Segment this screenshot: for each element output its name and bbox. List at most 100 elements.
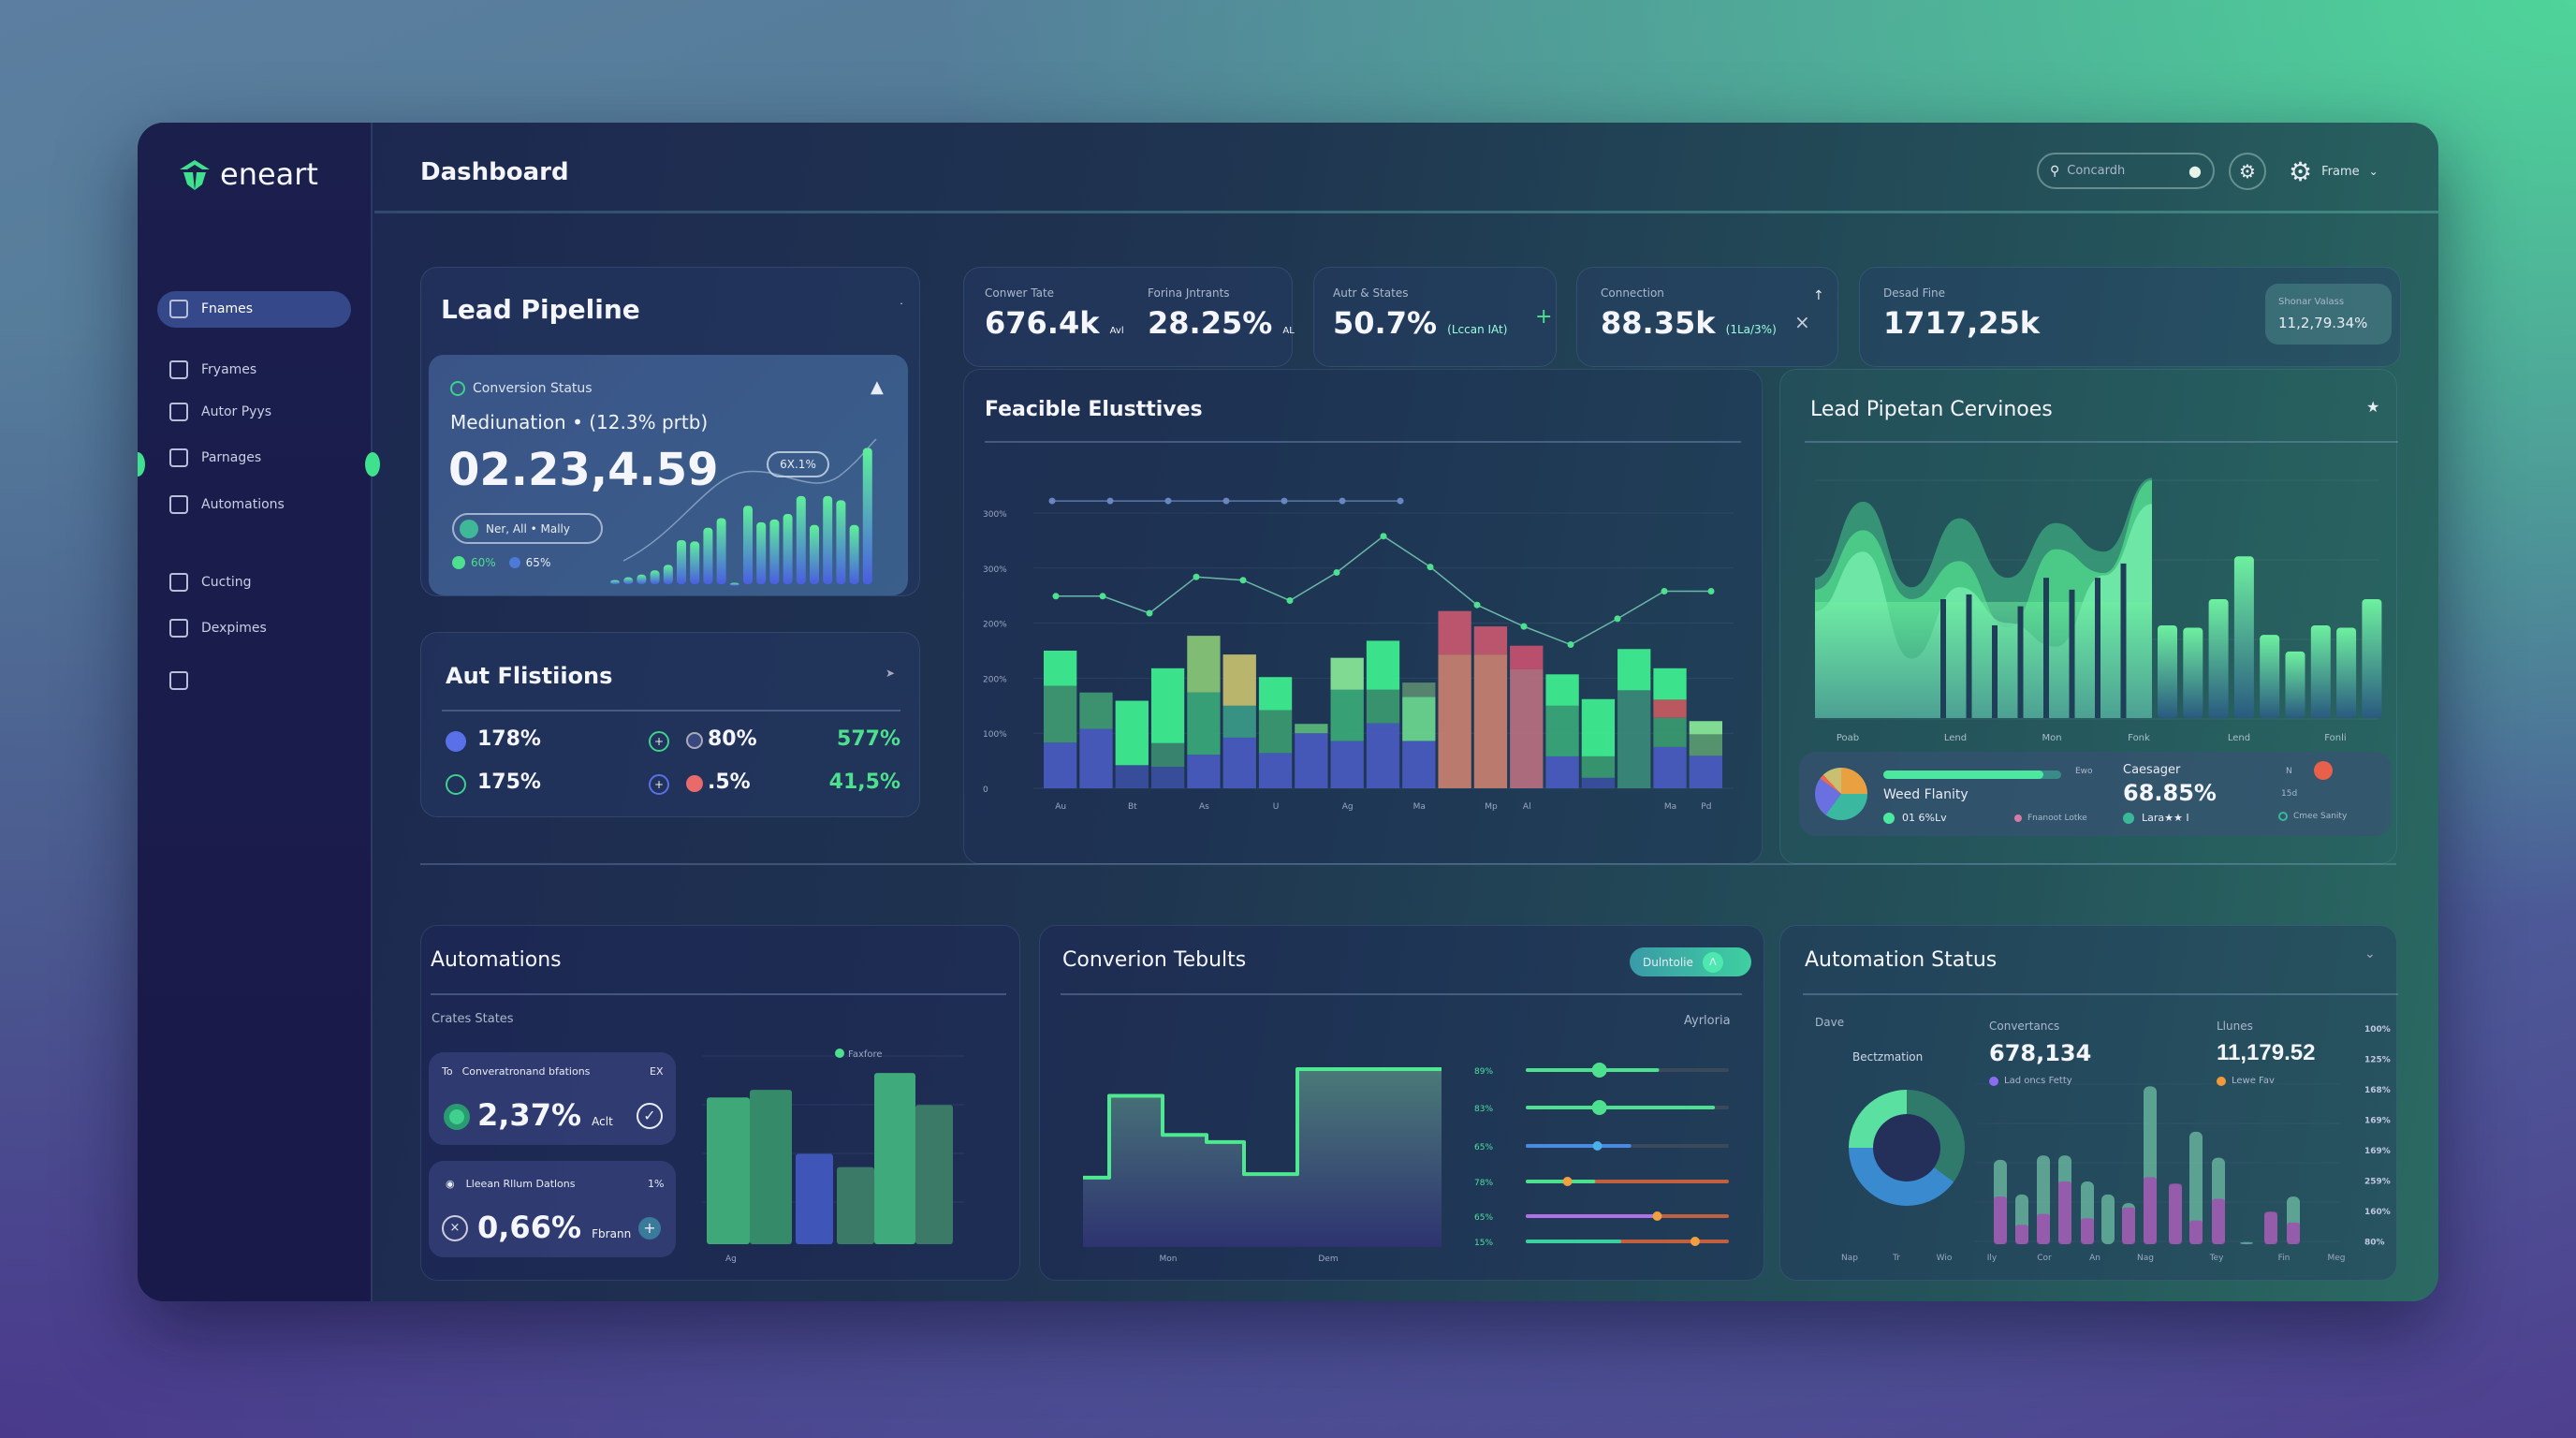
line-point (1427, 564, 1434, 571)
checkmark-button[interactable]: ✓ (637, 1103, 663, 1129)
card-value: 2,37% (477, 1097, 582, 1133)
kpi-label: Conwer Tate (985, 286, 1055, 300)
sidebar-item-parnages[interactable]: Parnages (169, 440, 366, 476)
legend-label: Lara★★ I (2142, 812, 2189, 824)
sidebar-item-dexpimes[interactable]: Dexpimes (169, 610, 366, 646)
chevron-down-icon: ⌄ (2368, 165, 2378, 178)
sidebar-item-fryames[interactable]: Fryames (169, 352, 366, 388)
filter-badge[interactable]: Dulntolie Λ (1630, 947, 1751, 976)
cancel-icon[interactable]: × (442, 1215, 468, 1241)
card-title: Converion Tebults (1062, 948, 1247, 972)
slider-thumb (1690, 1237, 1700, 1246)
trend-line (622, 438, 877, 562)
collapse-handle-left[interactable] (138, 452, 145, 477)
automation-card[interactable]: ◉ Lleean Rllum Datlons 1% × 0,66% Fbrann … (429, 1161, 676, 1257)
mini-bar (610, 580, 620, 584)
sidebar-item-autor-pyys[interactable]: Autor Pyys (169, 394, 366, 430)
sidebar-item-lock[interactable] (169, 663, 366, 698)
kpi-value-text: 88.35k (1601, 305, 1716, 341)
arrow-up-icon[interactable]: ↑ (1813, 288, 1824, 303)
summary-pie (1815, 768, 1867, 820)
x-tick-label: Ily (1987, 1254, 1998, 1263)
kpi-suffix: (1La/3%) (1725, 323, 1777, 336)
status-dot (686, 732, 703, 749)
sidebar-item-automations[interactable]: Automations (169, 487, 366, 522)
expand-icon[interactable]: ➤ (886, 667, 896, 680)
box-icon (169, 448, 188, 467)
bar-segment (1438, 654, 1471, 788)
divider (1061, 993, 1742, 995)
slider-label: 83% (1474, 1105, 1493, 1114)
kpi-value-text: 676.4k (985, 305, 1100, 341)
badge-value: 11,2,79.34% (2278, 315, 2368, 331)
plus-icon[interactable]: + (1535, 305, 1553, 329)
add-button[interactable]: + (638, 1217, 661, 1240)
conversion-status-panel: Conversion Status ▲ Mediunation • (12.3%… (429, 355, 908, 595)
card-title: Automation Status (1805, 948, 1998, 972)
sidebar-item-label: Autor Pyys (201, 404, 272, 419)
mini-bar (836, 500, 846, 584)
collapse-handle-right[interactable] (365, 452, 380, 477)
bar (707, 1097, 750, 1244)
sidebar-item-cucting[interactable]: Cucting (169, 565, 366, 600)
growth-badge: 6X.1% (767, 451, 829, 477)
add-icon[interactable]: + (649, 731, 669, 752)
bar (2183, 627, 2203, 718)
line-point (1239, 577, 1247, 584)
profile-menu[interactable]: ⚙ Frame ⌄ (2289, 153, 2378, 190)
x-tick-label: An (2089, 1254, 2100, 1263)
logo-icon (178, 160, 212, 192)
pin-icon[interactable]: ▲ (871, 377, 884, 397)
sidebar-item-fnames[interactable]: Fnames (169, 291, 366, 327)
bar-segment (1653, 668, 1687, 700)
card-unit: Aclt (592, 1115, 613, 1128)
more-icon[interactable]: ˙ (899, 301, 904, 315)
user-icon[interactable]: ● (2188, 162, 2202, 180)
automation-card[interactable]: To Converatronand bfations EX 2,37% Aclt … (429, 1052, 676, 1145)
donut-hole (1873, 1114, 1940, 1181)
card-label: Converatronand bfations (461, 1065, 591, 1078)
close-icon[interactable]: × (1794, 311, 1810, 333)
card-unit: Fbrann (592, 1227, 632, 1240)
area-fade (1815, 602, 2152, 718)
line-point (1286, 596, 1294, 604)
filter-pill[interactable]: Ner, All • Mally (452, 513, 603, 544)
line-point (1333, 569, 1340, 577)
x-tick-label: Dem (1318, 1255, 1338, 1264)
automations-bar-chart: Faxfore Ag (702, 1049, 964, 1264)
settings-button[interactable]: ⚙ (2229, 153, 2266, 190)
y-tick-label: 300% (983, 510, 1007, 520)
x-tick-label: Tr (1892, 1254, 1900, 1263)
flat-line-point (1339, 497, 1346, 505)
bar-segment (1473, 654, 1508, 788)
pin-icon[interactable]: ★ (2366, 398, 2380, 416)
alert-icon[interactable] (2314, 761, 2333, 780)
bar (2260, 635, 2280, 718)
stat-value: 678,134 (1989, 1040, 2092, 1066)
bar-segment (1545, 674, 1579, 706)
axis-label: Dave (1815, 1016, 1845, 1029)
add-icon[interactable]: + (649, 774, 669, 795)
search-input[interactable]: ⚲ Concardh ● (2037, 153, 2215, 189)
bar-segment (1079, 728, 1113, 788)
y-tick-label: 168% (2364, 1086, 2391, 1095)
y-tick-label: 300% (983, 565, 1007, 575)
kpi-value: 676.4k Avl (985, 305, 1124, 341)
bar-segment (1330, 741, 1364, 788)
bar-total (2101, 1194, 2115, 1244)
legend-label: Faxfore (848, 1049, 883, 1060)
bar-segment (2264, 1211, 2277, 1244)
slider-label: 65% (1474, 1143, 1493, 1152)
bar-segment (1402, 697, 1436, 741)
slider-thumb (1592, 1141, 1603, 1151)
mini-bar (783, 514, 793, 584)
chevron-down-icon[interactable]: ⌄ (2364, 946, 2376, 961)
x-tick-label: Al (1523, 802, 1531, 812)
legend-label: Cmee Sanity (2293, 812, 2348, 821)
stat-label: Caesager (2123, 763, 2181, 777)
slider-thumb (1652, 1211, 1662, 1221)
kpi-label: Connection (1601, 286, 1664, 300)
bar-segment (1581, 698, 1616, 756)
row-icon (446, 774, 466, 795)
badge-label: Dulntolie (1643, 955, 1693, 969)
